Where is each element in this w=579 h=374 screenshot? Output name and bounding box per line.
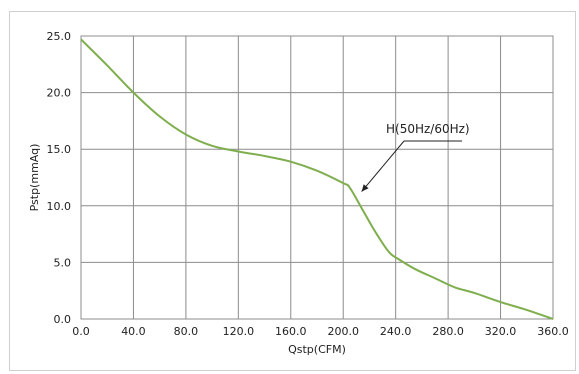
y-tick-label: 10.0	[47, 200, 72, 213]
x-axis-ticks: 0.0 40.0 80.0 120.0 160.0 200.0 240.0 280.0 320.…	[72, 325, 569, 338]
annotation-label: H(50Hz/60Hz)	[386, 122, 470, 136]
x-tick-label: 160.0	[275, 325, 307, 338]
x-tick-label: 80.0	[174, 325, 199, 338]
y-tick-label: 5.0	[54, 256, 72, 269]
x-tick-label: 0.0	[72, 325, 90, 338]
annotation-arrowhead	[361, 184, 369, 192]
x-axis-title: Qstp(CFM)	[288, 343, 346, 356]
x-tick-label: 40.0	[121, 325, 146, 338]
grid	[80, 35, 554, 320]
x-tick-label: 360.0	[537, 325, 569, 338]
plot-border	[80, 35, 554, 320]
y-tick-label: 25.0	[47, 30, 72, 43]
y-axis-title: Pstp(mmAq)	[28, 144, 41, 212]
chart-frame	[9, 11, 576, 371]
x-tick-label: 280.0	[432, 325, 464, 338]
x-tick-label: 240.0	[380, 325, 412, 338]
series-line-h	[80, 38, 554, 320]
annotation-leader-diagonal	[361, 140, 405, 192]
x-tick-label: 200.0	[327, 325, 359, 338]
series-group	[80, 38, 554, 320]
y-axis-ticks: 0.0 5.0 10.0 15.0 20.0 25.0	[47, 30, 72, 326]
x-tick-label: 320.0	[485, 325, 517, 338]
y-tick-label: 15.0	[47, 143, 72, 156]
x-tick-label: 120.0	[223, 325, 255, 338]
y-tick-label: 0.0	[54, 313, 72, 326]
y-tick-label: 20.0	[47, 87, 72, 100]
annotation-group: H(50Hz/60Hz)	[361, 122, 470, 192]
